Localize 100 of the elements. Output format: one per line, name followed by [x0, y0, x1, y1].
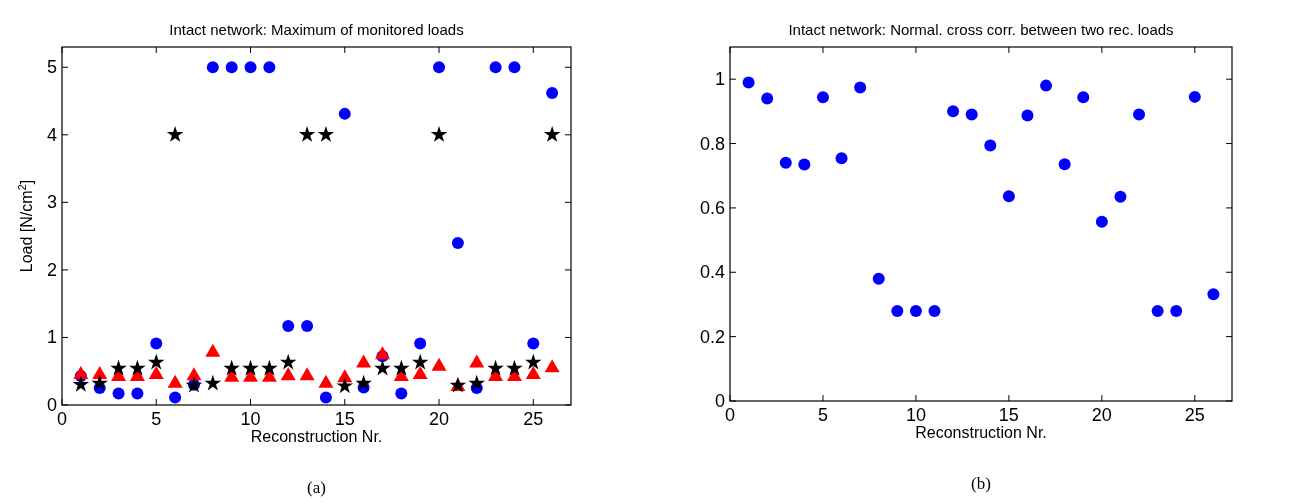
point: [1151, 304, 1164, 317]
point: [261, 359, 278, 376]
point: [430, 126, 448, 142]
point: [298, 126, 316, 142]
point: [129, 359, 146, 376]
text: (a): [307, 478, 326, 497]
point: [1114, 190, 1127, 203]
point: [167, 374, 183, 388]
x-tick-label: 10: [905, 405, 926, 425]
point: [544, 359, 560, 373]
point: [91, 374, 108, 391]
point: [166, 126, 184, 142]
point: [1188, 90, 1201, 103]
point: [508, 61, 521, 74]
point: [242, 359, 259, 376]
y-tick-label: 0.4: [699, 262, 725, 283]
point: [110, 359, 127, 376]
point: [206, 61, 219, 74]
point: [835, 152, 848, 165]
point: [186, 367, 202, 381]
point: [984, 139, 997, 152]
point: [1002, 190, 1015, 203]
point: [761, 92, 774, 105]
x-axis-title: Reconstruction Nr.: [915, 424, 1047, 441]
x-tick-label: 25: [523, 409, 544, 429]
point: [319, 391, 332, 404]
point: [374, 346, 390, 360]
point: [374, 359, 391, 376]
point: [798, 158, 811, 171]
point: [112, 387, 125, 400]
x-tick-label: 10: [240, 409, 261, 429]
point: [1133, 108, 1146, 121]
point: [131, 387, 144, 400]
point: [816, 91, 829, 104]
point: [433, 61, 446, 74]
chart-title: Intact network: Normal. cross corr. between two rec. loads: [788, 21, 1174, 38]
point: [301, 319, 314, 332]
point: [355, 374, 372, 391]
point: [525, 353, 542, 370]
point: [1021, 109, 1034, 122]
y-tick-label: 5: [46, 57, 57, 78]
y-tick-label: 0.8: [699, 133, 725, 154]
point: [1207, 288, 1220, 301]
point: [947, 105, 960, 118]
point: [204, 374, 222, 391]
y-tick-label: 2: [46, 259, 57, 280]
y-tick-label: 4: [46, 124, 57, 145]
point: [299, 367, 315, 381]
chart-title: Intact network: Maximum of monitored loads: [169, 21, 464, 38]
point: [317, 126, 335, 142]
x-tick-label: 20: [429, 409, 450, 429]
point: [779, 156, 792, 169]
point: [1095, 215, 1108, 228]
point: [73, 365, 89, 379]
y-tick-label: 0.6: [699, 197, 725, 218]
x-tick-label: 15: [334, 409, 355, 429]
x-tick-label: 20: [1091, 405, 1112, 425]
point: [1058, 158, 1071, 171]
point: [147, 353, 165, 370]
point: [356, 354, 372, 368]
point: [965, 108, 978, 121]
point: [742, 76, 755, 89]
point: [891, 304, 904, 317]
point: [244, 61, 257, 74]
point: [546, 86, 559, 99]
point: [451, 236, 464, 249]
x-tick-label: 5: [817, 405, 828, 425]
point: [169, 391, 182, 404]
point: [280, 367, 296, 381]
point: [1040, 79, 1053, 92]
point: [72, 376, 90, 392]
point: [223, 359, 240, 376]
point: [872, 272, 885, 285]
point: [1077, 91, 1090, 104]
point: [338, 107, 351, 120]
y-tick-label: 0: [714, 391, 725, 411]
point: [487, 359, 504, 376]
point: [318, 374, 334, 388]
y-tick-label: 1: [46, 327, 57, 348]
point: [336, 377, 354, 394]
point: [282, 319, 295, 332]
point: [525, 365, 541, 379]
point: [469, 354, 485, 368]
point: [92, 365, 108, 379]
point: [527, 337, 540, 350]
point: [412, 365, 428, 379]
x-tick-label: 25: [1184, 405, 1205, 425]
point: [468, 374, 486, 391]
point: [411, 353, 429, 370]
point: [431, 357, 447, 371]
point: [928, 304, 941, 317]
point: [1170, 304, 1183, 317]
point: [150, 337, 163, 350]
point: [279, 353, 297, 370]
point: [393, 359, 410, 376]
point: [148, 365, 164, 379]
y-tick-label: 1: [714, 69, 725, 90]
point: [414, 337, 427, 350]
y-tick-label: 0.2: [699, 326, 725, 347]
x-axis-title: Reconstruction Nr.: [250, 428, 383, 445]
